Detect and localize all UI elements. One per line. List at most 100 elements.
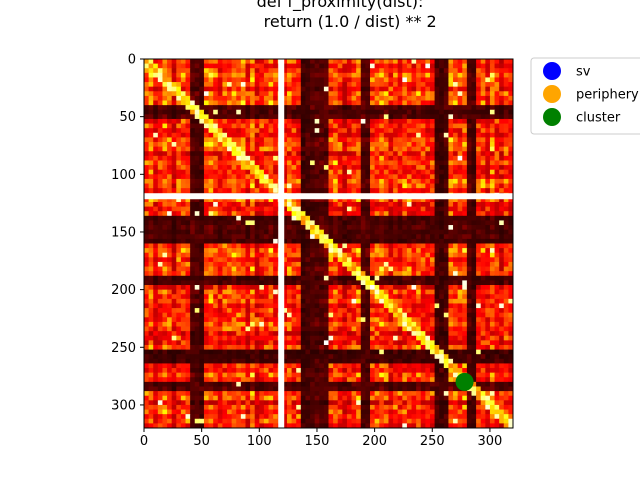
heatmap-cell xyxy=(323,252,329,258)
heatmap-cell xyxy=(176,201,182,208)
heatmap-cell xyxy=(388,312,394,318)
heatmap-cell xyxy=(471,211,477,217)
heatmap-cell xyxy=(171,243,177,249)
heatmap-cell xyxy=(171,68,177,74)
heatmap-cell xyxy=(425,312,431,318)
heatmap-cell xyxy=(342,146,348,152)
heatmap-cell xyxy=(448,201,454,208)
heatmap-cell xyxy=(480,326,486,332)
heatmap-cell xyxy=(489,326,496,332)
heatmap-cell xyxy=(489,132,496,138)
heatmap-cell xyxy=(379,68,385,74)
heatmap-cell xyxy=(379,211,385,217)
heatmap-cell xyxy=(406,220,413,226)
heatmap-cell xyxy=(429,77,436,83)
heatmap-cell xyxy=(448,86,454,92)
heatmap-cell xyxy=(471,72,477,78)
heatmap-cell xyxy=(489,155,496,161)
heatmap-cell xyxy=(314,128,320,134)
heatmap-cell xyxy=(305,183,311,189)
heatmap-cell xyxy=(342,211,348,217)
heatmap-cell xyxy=(217,151,223,157)
heatmap-cell xyxy=(203,285,210,291)
heatmap-cell xyxy=(273,118,279,125)
heatmap-cell xyxy=(443,86,449,92)
heatmap-cell xyxy=(499,178,505,185)
heatmap-cell xyxy=(282,77,288,83)
heatmap-cell xyxy=(443,211,449,217)
heatmap-cell xyxy=(443,215,449,221)
heatmap-cell xyxy=(333,95,339,102)
heatmap-cell xyxy=(236,206,242,212)
heatmap-cell xyxy=(365,248,371,254)
heatmap-cell xyxy=(471,146,477,152)
heatmap-cell xyxy=(499,72,505,78)
heatmap-cell xyxy=(291,252,297,258)
heatmap-cell xyxy=(342,340,348,346)
heatmap-cell xyxy=(466,312,472,318)
heatmap-cell xyxy=(489,225,496,231)
heatmap-cell xyxy=(476,340,482,346)
heatmap-cell xyxy=(457,261,463,268)
heatmap-cell xyxy=(425,91,431,97)
heatmap-cell xyxy=(429,109,436,115)
heatmap-cell xyxy=(485,123,491,129)
heatmap-cell xyxy=(222,206,228,212)
heatmap-cell xyxy=(356,128,362,134)
heatmap-cell xyxy=(300,91,306,97)
heatmap-cell xyxy=(323,72,329,78)
heatmap-cell xyxy=(429,63,436,69)
heatmap-cell xyxy=(203,331,210,337)
heatmap-cell xyxy=(439,211,445,217)
heatmap-cell xyxy=(323,174,329,180)
heatmap-cell xyxy=(291,100,297,106)
heatmap-cell xyxy=(314,132,320,138)
heatmap-cell xyxy=(480,165,486,171)
heatmap-cell xyxy=(333,271,339,277)
heatmap-cell xyxy=(494,114,500,120)
heatmap-cell xyxy=(167,137,173,143)
heatmap-cell xyxy=(503,197,509,203)
heatmap-cell xyxy=(471,142,477,148)
heatmap-cell xyxy=(328,298,334,304)
heatmap-cell xyxy=(351,271,357,277)
heatmap-cell xyxy=(508,151,514,157)
heatmap-cell xyxy=(351,312,357,318)
heatmap-cell xyxy=(203,317,210,323)
heatmap-cell xyxy=(406,317,413,323)
heatmap-cell xyxy=(397,229,403,235)
heatmap-cell xyxy=(485,215,491,221)
heatmap-cell xyxy=(291,63,297,69)
heatmap-cell xyxy=(194,160,200,166)
heatmap-cell xyxy=(402,137,408,143)
heatmap-cell xyxy=(273,77,279,83)
heatmap-cell xyxy=(185,77,191,83)
heatmap-cell xyxy=(443,326,449,332)
heatmap-cell xyxy=(370,238,376,244)
heatmap-cell xyxy=(144,321,150,328)
heatmap-cell xyxy=(383,68,389,74)
heatmap-cell xyxy=(227,294,233,300)
heatmap-cell xyxy=(144,303,150,309)
heatmap-cell xyxy=(300,169,306,175)
heatmap-cell xyxy=(379,331,385,337)
heatmap-cell xyxy=(485,308,491,314)
heatmap-cell xyxy=(370,215,376,221)
heatmap-cell xyxy=(286,114,293,120)
heatmap-cell xyxy=(273,201,279,208)
heatmap-cell xyxy=(291,294,297,300)
heatmap-cell xyxy=(346,123,353,129)
heatmap-cell xyxy=(360,174,366,180)
heatmap-cell xyxy=(305,114,311,120)
heatmap-cell xyxy=(485,100,491,106)
heatmap-cell xyxy=(236,91,242,97)
heatmap-cell xyxy=(503,229,509,235)
heatmap-cell xyxy=(245,201,251,208)
heatmap-cell xyxy=(411,335,417,341)
heatmap-cell xyxy=(296,303,302,309)
heatmap-cell xyxy=(157,165,163,171)
heatmap-cell xyxy=(503,294,509,300)
heatmap-cell xyxy=(388,298,394,304)
heatmap-cell xyxy=(153,298,159,304)
heatmap-cell xyxy=(499,77,505,83)
